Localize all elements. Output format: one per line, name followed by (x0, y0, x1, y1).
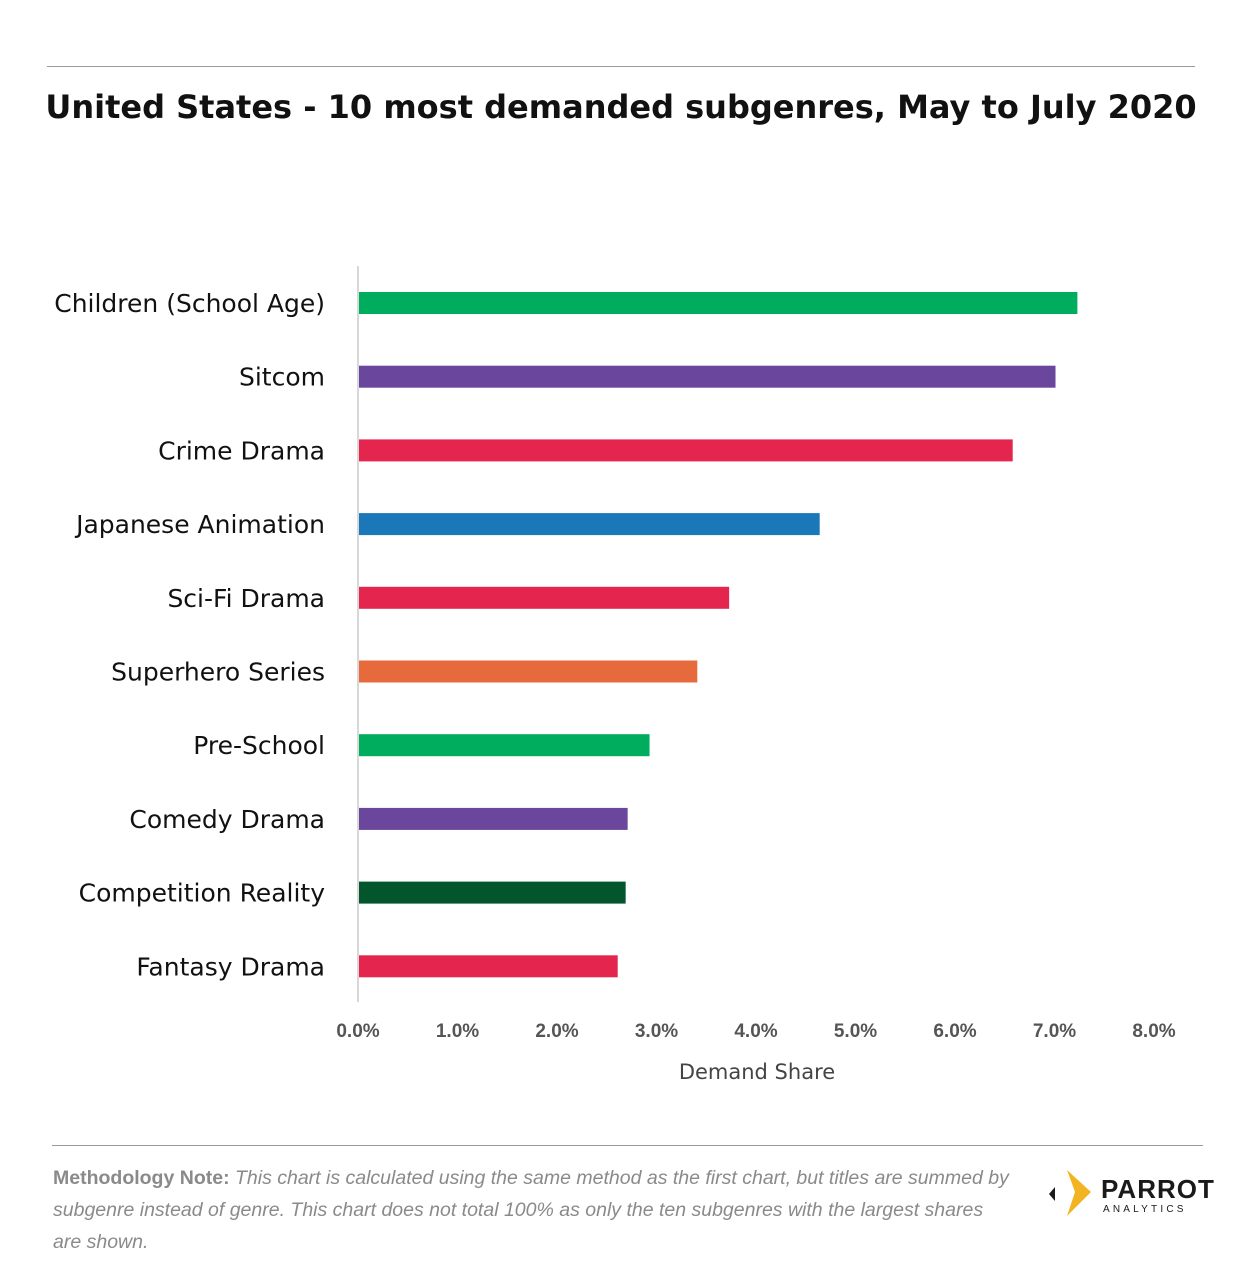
bottom-divider (52, 1145, 1203, 1146)
bar-superhero-series (359, 660, 698, 683)
category-label: Superhero Series (111, 658, 325, 687)
category-label: Children (School Age) (54, 289, 325, 318)
category-label: Fantasy Drama (136, 952, 325, 981)
logo-subtitle: ANALYTICS (1103, 1204, 1187, 1215)
category-label: Competition Reality (79, 879, 326, 908)
category-label: Crime Drama (158, 436, 325, 465)
x-tick-label: 4.0% (734, 1021, 777, 1042)
category-label: Sitcom (239, 363, 325, 392)
bar-japanese-animation (359, 513, 820, 536)
category-label: Pre-School (193, 731, 325, 760)
x-axis-title: Demand Share (679, 1060, 835, 1084)
x-tick-label: 2.0% (535, 1021, 578, 1042)
logo-brand: PARROT (1101, 1174, 1215, 1204)
bar-pre-school (359, 734, 650, 757)
methodology-label: Methodology Note: (53, 1167, 230, 1189)
bar-comedy-drama (359, 807, 628, 830)
bar-children-school-age (359, 292, 1078, 314)
category-label: Sci-Fi Drama (167, 584, 325, 613)
top-divider (47, 66, 1195, 67)
x-tick-label: 0.0% (336, 1021, 379, 1042)
bar-fantasy-drama (359, 955, 618, 978)
chart-title: United States - 10 most demanded subgenr… (45, 88, 1197, 126)
bar-chart: Children (School Age) Sitcom Crime Drama Ja… (54, 266, 1176, 1084)
category-label: Japanese Animation (74, 510, 325, 539)
x-tick-label: 8.0% (1132, 1021, 1175, 1042)
x-tick-label: 6.0% (933, 1021, 976, 1042)
x-tick-label: 7.0% (1033, 1021, 1076, 1042)
bar-crime-drama (359, 439, 1013, 462)
bar-competition-reality (359, 881, 626, 904)
bar-sitcom (359, 365, 1056, 388)
methodology-text: This chart is calculated using the same … (53, 1167, 1009, 1253)
bar-sci-fi-drama (359, 586, 730, 609)
parrot-logo-icon (1049, 1170, 1091, 1216)
methodology-note: Methodology Note: This chart is calculat… (53, 1162, 1013, 1258)
x-tick-label: 5.0% (834, 1021, 877, 1042)
x-tick-label: 3.0% (635, 1021, 678, 1042)
x-tick-label: 1.0% (436, 1021, 479, 1042)
parrot-analytics-logo: PARROT ANALYTICS (1045, 1168, 1214, 1220)
category-label: Comedy Drama (129, 805, 325, 834)
